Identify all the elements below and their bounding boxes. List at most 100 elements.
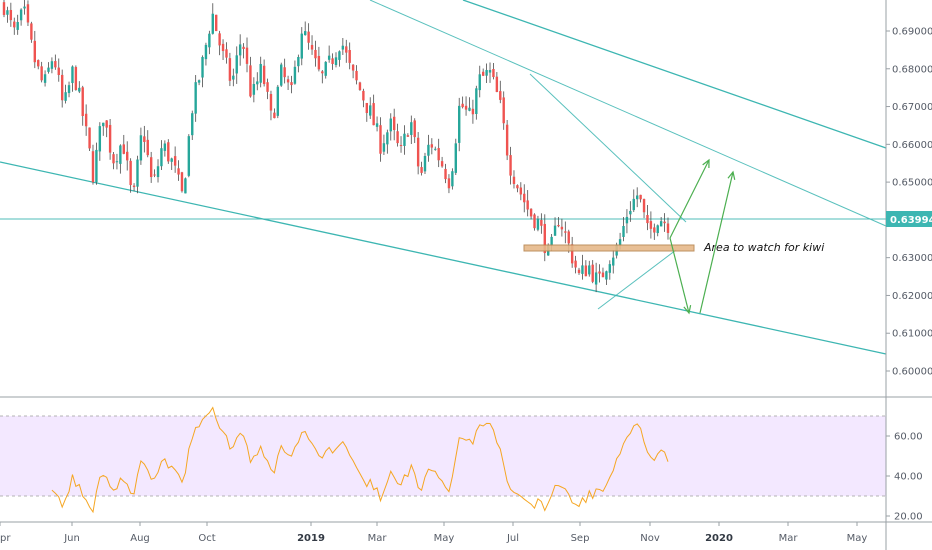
candle-body: [495, 76, 499, 92]
candle-body: [601, 272, 605, 278]
candle: [659, 217, 663, 227]
candle: [495, 72, 499, 93]
candle: [208, 30, 211, 55]
candle-body: [553, 225, 557, 236]
candle: [173, 146, 177, 173]
candle: [533, 213, 536, 231]
candle: [389, 113, 392, 141]
price-candles[interactable]: [2, 0, 670, 293]
candle: [88, 127, 91, 152]
candle: [105, 120, 108, 138]
candle-body: [533, 214, 536, 229]
candle-body: [60, 74, 64, 101]
candle-body: [516, 185, 519, 189]
lower-channel-line: [0, 161, 887, 355]
candle-body: [666, 223, 670, 233]
candle: [382, 134, 386, 156]
candle-body: [355, 70, 358, 81]
candle-body: [54, 61, 57, 68]
candle: [149, 151, 153, 183]
candle-body: [540, 219, 543, 226]
candle-body: [71, 66, 74, 84]
candle-body: [523, 193, 526, 203]
candle-body: [560, 226, 564, 230]
candle-body: [57, 67, 60, 76]
candle-body: [215, 14, 218, 32]
candle-body: [362, 90, 365, 101]
candle-body: [321, 71, 324, 74]
candle: [454, 138, 457, 176]
candle: [317, 46, 321, 72]
candle-body: [108, 124, 112, 153]
candle: [112, 151, 115, 170]
candle: [119, 144, 122, 174]
candle-body: [112, 154, 115, 164]
candle-body: [659, 221, 663, 227]
candle: [502, 91, 505, 130]
candle: [372, 94, 375, 126]
candle-body: [307, 31, 310, 43]
upper-channel-line: [462, 0, 887, 149]
inner-resistance-line: [369, 0, 887, 227]
candle-body: [584, 265, 588, 277]
candle-body: [163, 143, 167, 151]
candle-body: [437, 148, 440, 161]
candle: [403, 125, 406, 155]
candle-body: [485, 69, 488, 76]
candle: [286, 75, 290, 90]
candle: [194, 75, 197, 122]
candle: [242, 43, 245, 59]
candle: [423, 152, 427, 175]
candle-body: [136, 159, 139, 187]
candle: [215, 14, 218, 32]
candle: [594, 262, 598, 293]
candle: [184, 177, 187, 194]
candle: [64, 84, 67, 104]
candle-body: [146, 139, 149, 156]
candle-body: [276, 86, 280, 116]
candle: [440, 156, 444, 168]
candle-body: [423, 155, 427, 172]
candle-body: [173, 156, 177, 166]
candle: [509, 146, 512, 185]
candle-body: [105, 120, 108, 128]
candle-body: [434, 148, 437, 150]
up-arrow-left: [669, 158, 710, 239]
candle-body: [464, 105, 468, 110]
candle: [553, 217, 557, 236]
up-arrow-right: [699, 170, 736, 314]
price-tick-label: 0.66000: [892, 140, 932, 151]
candle-body: [348, 50, 351, 63]
candle-body: [331, 58, 334, 64]
candle: [228, 52, 232, 87]
candle-body: [324, 61, 327, 76]
rsi-tick-label: 40.00: [894, 472, 923, 483]
candle: [327, 45, 331, 63]
candle-body: [249, 65, 252, 97]
candle: [74, 65, 78, 91]
candle: [379, 117, 382, 162]
candle: [451, 168, 454, 190]
candle-body: [588, 265, 591, 275]
candle: [341, 38, 345, 55]
price-tick-label: 0.65000: [892, 178, 932, 189]
candle: [252, 77, 256, 103]
candle: [481, 68, 485, 77]
candle-body: [91, 151, 95, 183]
candle: [201, 55, 204, 88]
candle: [656, 224, 659, 237]
candle-body: [334, 57, 338, 65]
time-tick-label: May: [434, 533, 455, 544]
candle-body: [37, 60, 40, 67]
candle: [102, 122, 105, 136]
candle: [40, 61, 43, 83]
candle: [430, 138, 434, 155]
candle-body: [629, 210, 632, 215]
candle: [468, 97, 471, 112]
price-tick-label: 0.63000: [892, 253, 932, 264]
candle-body: [122, 144, 125, 154]
candle: [2, 0, 6, 18]
candle-body: [618, 239, 622, 246]
candle-body: [143, 136, 146, 142]
rsi-band: [0, 416, 886, 496]
